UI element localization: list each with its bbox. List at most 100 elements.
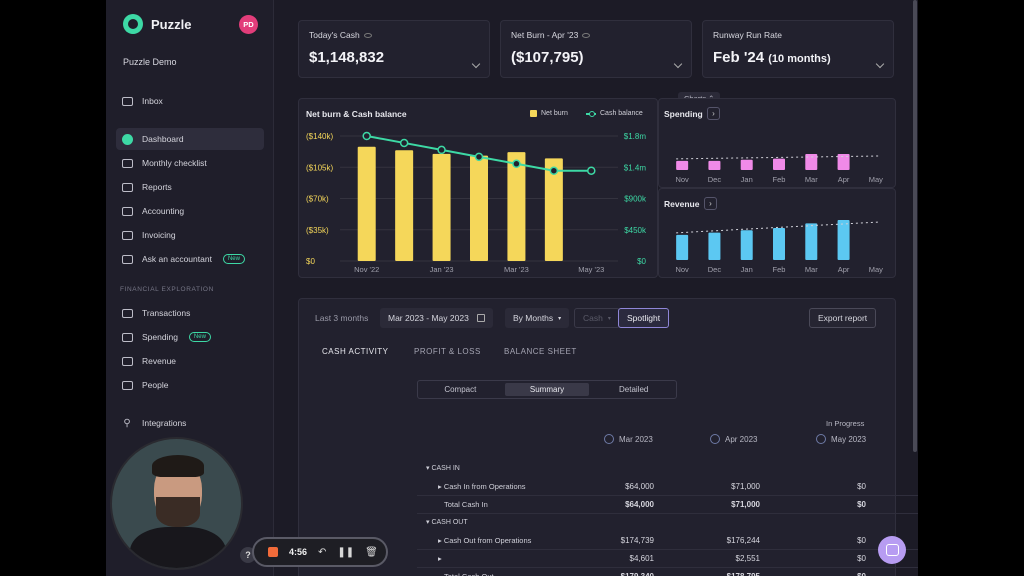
sidebar-item-label: Spending bbox=[142, 332, 178, 342]
section-label: FINANCIAL EXPLORATION bbox=[120, 286, 214, 293]
spotlight-button[interactable]: Spotlight bbox=[618, 308, 670, 328]
stop-recording-icon[interactable] bbox=[268, 547, 278, 557]
x-tick-label: Nov '22 bbox=[354, 265, 379, 274]
new-badge: New bbox=[222, 254, 245, 264]
inbox-icon bbox=[121, 96, 133, 107]
sidebar-item-ask-an-accountant[interactable]: Ask an accountant New bbox=[116, 248, 264, 270]
kpi-runway[interactable]: Runway Run Rate Feb '24 (10 months) bbox=[702, 20, 894, 78]
sidebar-item-reports[interactable]: Reports bbox=[116, 176, 264, 198]
sidebar-item-transactions[interactable]: Transactions bbox=[116, 302, 264, 324]
table-cell: $0 bbox=[857, 482, 866, 491]
last-3-months-button[interactable]: Last 3 months bbox=[315, 313, 369, 323]
caret-down-icon: ▾ bbox=[607, 315, 611, 322]
revenue-chart-panel bbox=[658, 188, 896, 278]
cash-select-value: Cash bbox=[583, 313, 603, 323]
sidebar-item-label: Ask an accountant bbox=[142, 254, 212, 264]
cash-select[interactable]: Cash ▾ bbox=[574, 308, 620, 328]
tab-profit-loss[interactable]: PROFIT & LOSS bbox=[414, 347, 481, 356]
sidebar-item-people[interactable]: People bbox=[116, 374, 264, 396]
x-tick-label: May bbox=[869, 175, 883, 184]
sidebar-item-integrations[interactable]: ⚲ Integrations bbox=[116, 412, 264, 434]
sidebar-item-label: Transactions bbox=[142, 308, 191, 318]
net-burn-bar bbox=[357, 146, 376, 261]
view-compact[interactable]: Compact bbox=[444, 385, 477, 394]
y-right-tick-label: $0 bbox=[637, 257, 646, 266]
chat-icon[interactable] bbox=[878, 536, 906, 564]
kpi-sub: (10 months) bbox=[768, 53, 831, 65]
x-tick-label: Nov bbox=[675, 265, 689, 274]
table-cell: $176,244 bbox=[726, 536, 760, 545]
net-burn-bar bbox=[395, 150, 414, 261]
by-months-select[interactable]: By Months ▾ bbox=[505, 308, 570, 328]
sidebar-item-revenue[interactable]: Revenue bbox=[116, 350, 264, 372]
x-tick-label: Nov bbox=[675, 175, 689, 184]
scrollbar[interactable] bbox=[913, 0, 917, 452]
sidebar-item-monthly-checklist[interactable]: Monthly checklist bbox=[116, 152, 264, 174]
table-cell: $64,000 bbox=[625, 482, 654, 491]
spending-chart-panel bbox=[658, 98, 896, 188]
sidebar-item-label: People bbox=[142, 380, 169, 390]
legend-cash-balance: Cash balance bbox=[586, 110, 643, 117]
trash-icon[interactable]: 🗑 bbox=[365, 546, 378, 558]
logo[interactable]: Puzzle bbox=[123, 14, 191, 34]
pause-icon[interactable]: ❚❚ bbox=[337, 546, 355, 558]
table-section-label[interactable]: ▾ CASH OUT bbox=[426, 519, 468, 526]
sidebar-item-invoicing[interactable]: Invoicing bbox=[116, 224, 264, 246]
table-cell: $0 bbox=[857, 536, 866, 545]
cash-balance-point bbox=[362, 131, 371, 141]
table-row-label: Total Cash Out bbox=[444, 572, 494, 576]
sidebar-item-accounting[interactable]: Accounting bbox=[116, 200, 264, 222]
kpi-net-burn[interactable]: Net Burn - Apr '23 ($107,795) bbox=[500, 20, 692, 78]
revenue-icon bbox=[121, 356, 133, 367]
sidebar-item-dashboard[interactable]: Dashboard bbox=[116, 128, 264, 150]
sidebar-item-label: Monthly checklist bbox=[142, 158, 207, 168]
cash-balance-point bbox=[587, 166, 596, 175]
company-name[interactable]: Puzzle Demo bbox=[123, 57, 177, 67]
table-cell: $0 bbox=[857, 500, 866, 509]
date-range-picker[interactable]: Mar 2023 - May 2023 bbox=[380, 308, 493, 328]
tab-cash-activity[interactable]: CASH ACTIVITY bbox=[322, 347, 389, 356]
x-tick-label: May '23 bbox=[578, 265, 604, 274]
new-badge: New bbox=[188, 332, 211, 342]
undo-icon[interactable]: ↶ bbox=[318, 546, 327, 558]
revenue-expand-button[interactable]: › bbox=[704, 197, 717, 210]
sidebar-item-inbox[interactable]: Inbox bbox=[116, 90, 264, 112]
circle-icon bbox=[604, 434, 614, 444]
caret-down-icon: ▾ bbox=[558, 315, 562, 322]
x-tick-label: Dec bbox=[708, 175, 722, 184]
avatar[interactable]: PD bbox=[239, 15, 258, 34]
kpi-label: Runway Run Rate bbox=[713, 30, 782, 40]
x-tick-label: Jan bbox=[741, 175, 753, 184]
spending-expand-button[interactable]: › bbox=[707, 107, 720, 120]
spending-bar bbox=[773, 158, 785, 170]
eye-icon[interactable] bbox=[363, 32, 372, 38]
view-detailed[interactable]: Detailed bbox=[619, 385, 649, 394]
column-may-2023[interactable]: May 2023 bbox=[816, 434, 866, 444]
y-left-tick-label: ($35k) bbox=[306, 226, 329, 235]
export-report-button[interactable]: Export report bbox=[809, 308, 877, 328]
chevron-right-icon: › bbox=[712, 109, 715, 118]
recorder-bar: 4:56 ↶ ❚❚ 🗑 bbox=[252, 537, 388, 567]
folder-icon bbox=[121, 206, 133, 217]
sidebar-item-spending[interactable]: Spending New bbox=[116, 326, 264, 348]
column-mar-2023[interactable]: Mar 2023 bbox=[604, 434, 653, 444]
kpi-label: Today's Cash bbox=[309, 30, 360, 40]
kpi-todays-cash[interactable]: Today's Cash $1,148,832 bbox=[298, 20, 490, 78]
eye-icon[interactable] bbox=[582, 32, 591, 38]
by-months-value: By Months bbox=[513, 313, 554, 323]
x-tick-label: Mar '23 bbox=[504, 265, 529, 274]
x-tick-label: Feb bbox=[773, 175, 786, 184]
invoice-icon bbox=[121, 230, 133, 241]
spending-bar bbox=[740, 159, 753, 170]
recording-time: 4:56 bbox=[289, 547, 308, 557]
cash-balance-point bbox=[474, 152, 484, 162]
view-summary[interactable]: Summary bbox=[504, 383, 590, 396]
revenue-chart: Nov Dec Jan Feb Mar Apr May bbox=[675, 220, 883, 274]
tab-balance-sheet[interactable]: BALANCE SHEET bbox=[504, 347, 577, 356]
table-section-label[interactable]: ▾ CASH IN bbox=[426, 465, 460, 472]
plug-icon: ⚲ bbox=[123, 417, 131, 429]
column-apr-2023[interactable]: Apr 2023 bbox=[710, 434, 757, 444]
net-burn-bar bbox=[432, 153, 451, 261]
net-burn-bar bbox=[544, 158, 563, 261]
app-name: Puzzle bbox=[151, 16, 192, 32]
